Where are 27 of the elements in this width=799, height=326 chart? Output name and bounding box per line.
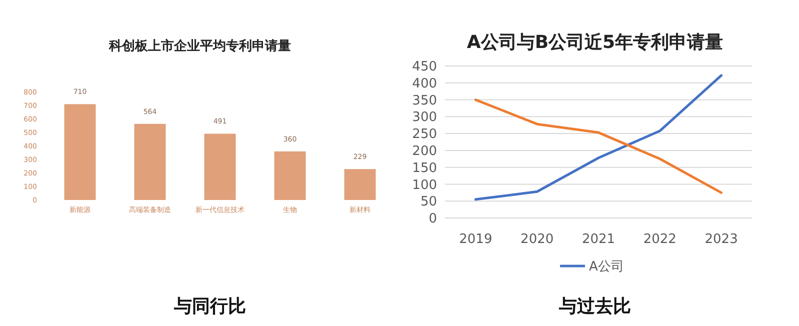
bar — [134, 124, 166, 200]
text: 与同行比 — [173, 296, 246, 317]
x-tick-label: 2021 — [582, 232, 616, 247]
chart-title: A公司与B公司近5年专利申请量 — [466, 32, 724, 53]
y-tick-label: 200 — [412, 144, 437, 159]
x-tick-label: 2023 — [704, 232, 738, 247]
line-series — [474, 98, 723, 194]
chart-title: 科创板上市企业平均专利申请量 — [108, 38, 291, 54]
y-tick-label: 300 — [412, 110, 437, 126]
line-series — [474, 74, 723, 201]
bar — [274, 151, 306, 200]
y-tick-label: 100 — [412, 178, 437, 193]
y-tick-label: 50 — [420, 194, 437, 210]
y-tick-label: 400 — [412, 76, 437, 92]
y-tick-label: 250 — [412, 127, 437, 142]
bar — [64, 104, 96, 200]
x-tick-label: 2020 — [520, 232, 554, 247]
y-tick-label: 350 — [412, 93, 437, 108]
legend-label: A公司 — [589, 260, 624, 274]
y-tick-label: 450 — [412, 60, 437, 75]
y-tick-label: 150 — [412, 160, 437, 176]
text: 与过去比 — [558, 296, 631, 317]
bar — [204, 134, 236, 200]
x-tick-label: 2019 — [459, 232, 492, 247]
y-tick-label: 0 — [428, 212, 437, 227]
x-tick-label: 2022 — [643, 232, 676, 247]
bar — [344, 169, 376, 200]
